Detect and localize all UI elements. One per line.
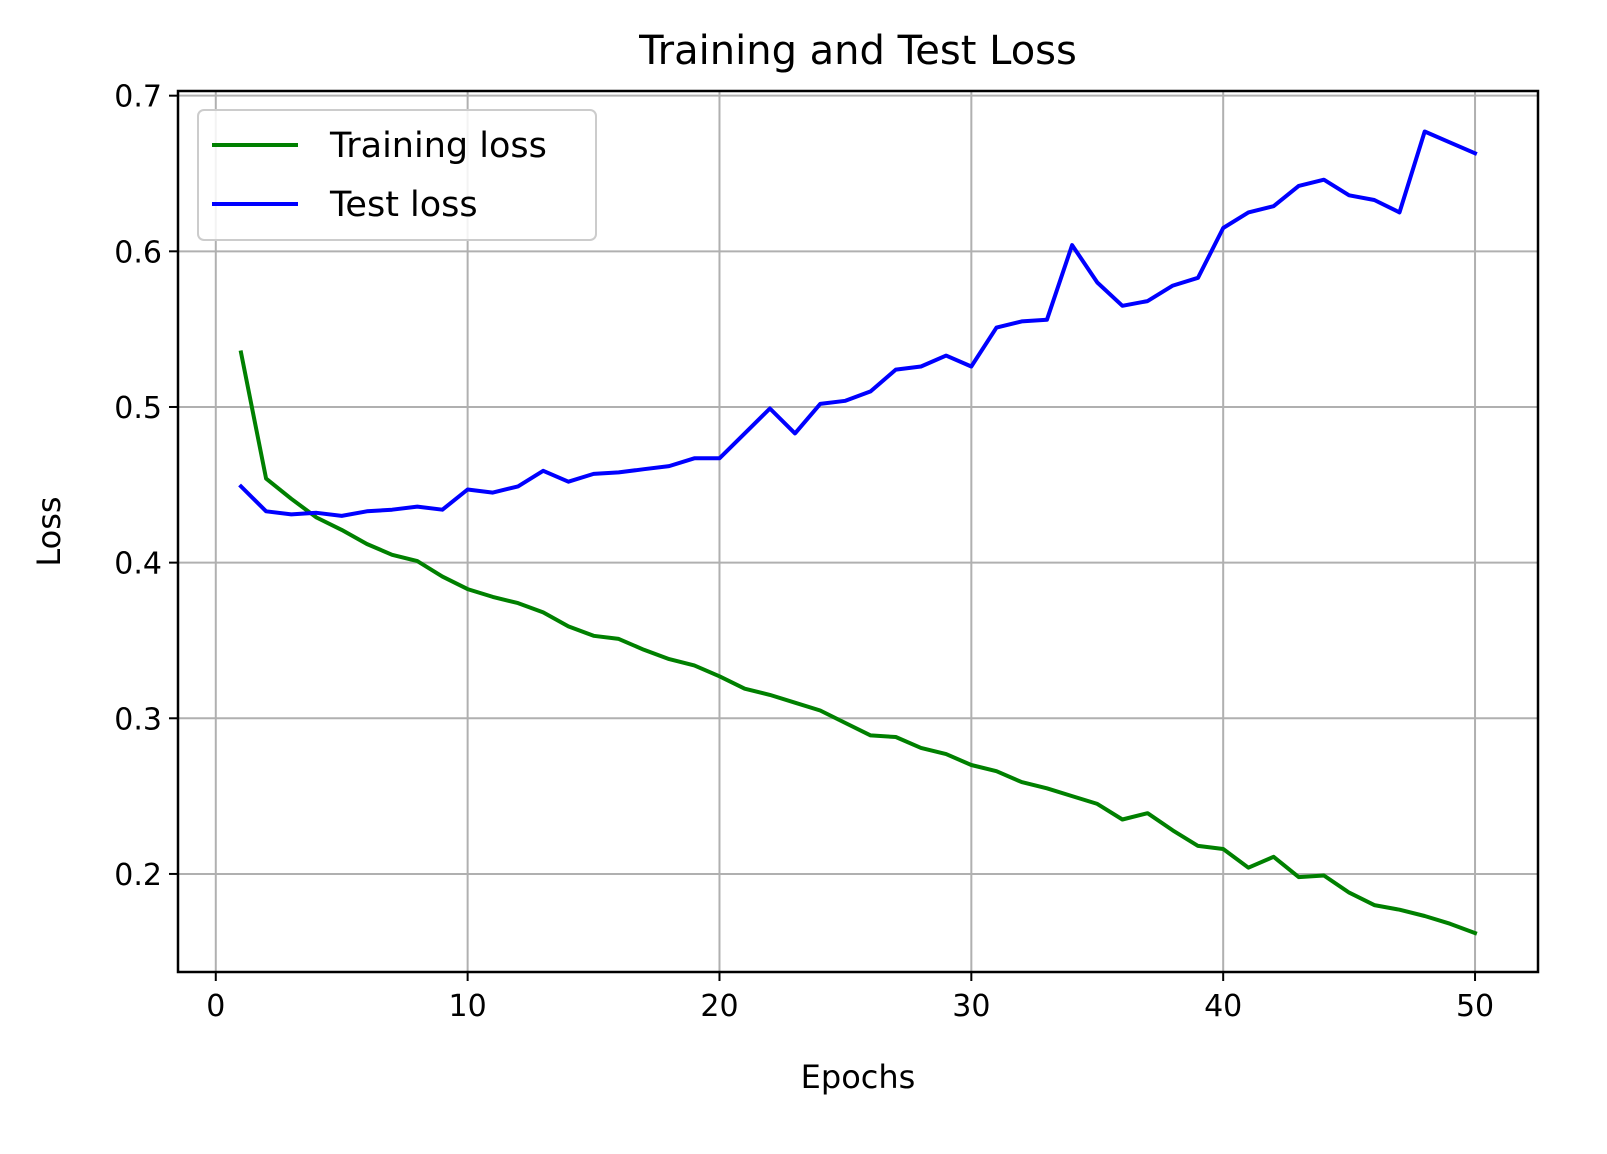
grid — [178, 91, 1538, 972]
y-tick-label: 0.7 — [114, 80, 162, 115]
x-tick-label: 40 — [1204, 989, 1242, 1024]
y-tick-label: 0.4 — [114, 547, 162, 582]
y-tick-label: 0.3 — [114, 702, 162, 737]
y-tick-label: 0.2 — [114, 858, 162, 893]
series-lines — [238, 129, 1478, 936]
x-tick-label: 30 — [952, 989, 990, 1024]
legend: Training loss Test loss — [197, 109, 597, 241]
y-tick-label: 0.5 — [114, 391, 162, 426]
legend-box — [197, 109, 597, 241]
x-axis-title: Epochs — [801, 1058, 916, 1096]
axis-ticks: 0 10 20 30 40 50 0.2 0.3 0.4 0.5 0.6 0.7 — [114, 80, 1494, 1024]
chart-title: Training and Test Loss — [638, 28, 1077, 74]
series-line-test-loss — [238, 129, 1478, 518]
x-tick-label: 50 — [1456, 989, 1494, 1024]
series-line-training-loss — [238, 350, 1478, 936]
legend-label: Test loss — [329, 185, 478, 225]
x-tick-label: 10 — [449, 989, 487, 1024]
y-axis-title: Loss — [30, 496, 68, 566]
legend-label: Training loss — [329, 126, 547, 166]
y-tick-label: 0.6 — [114, 235, 162, 270]
x-tick-label: 20 — [700, 989, 738, 1024]
x-tick-label: 0 — [206, 989, 225, 1024]
plot-frame — [176, 89, 1540, 974]
